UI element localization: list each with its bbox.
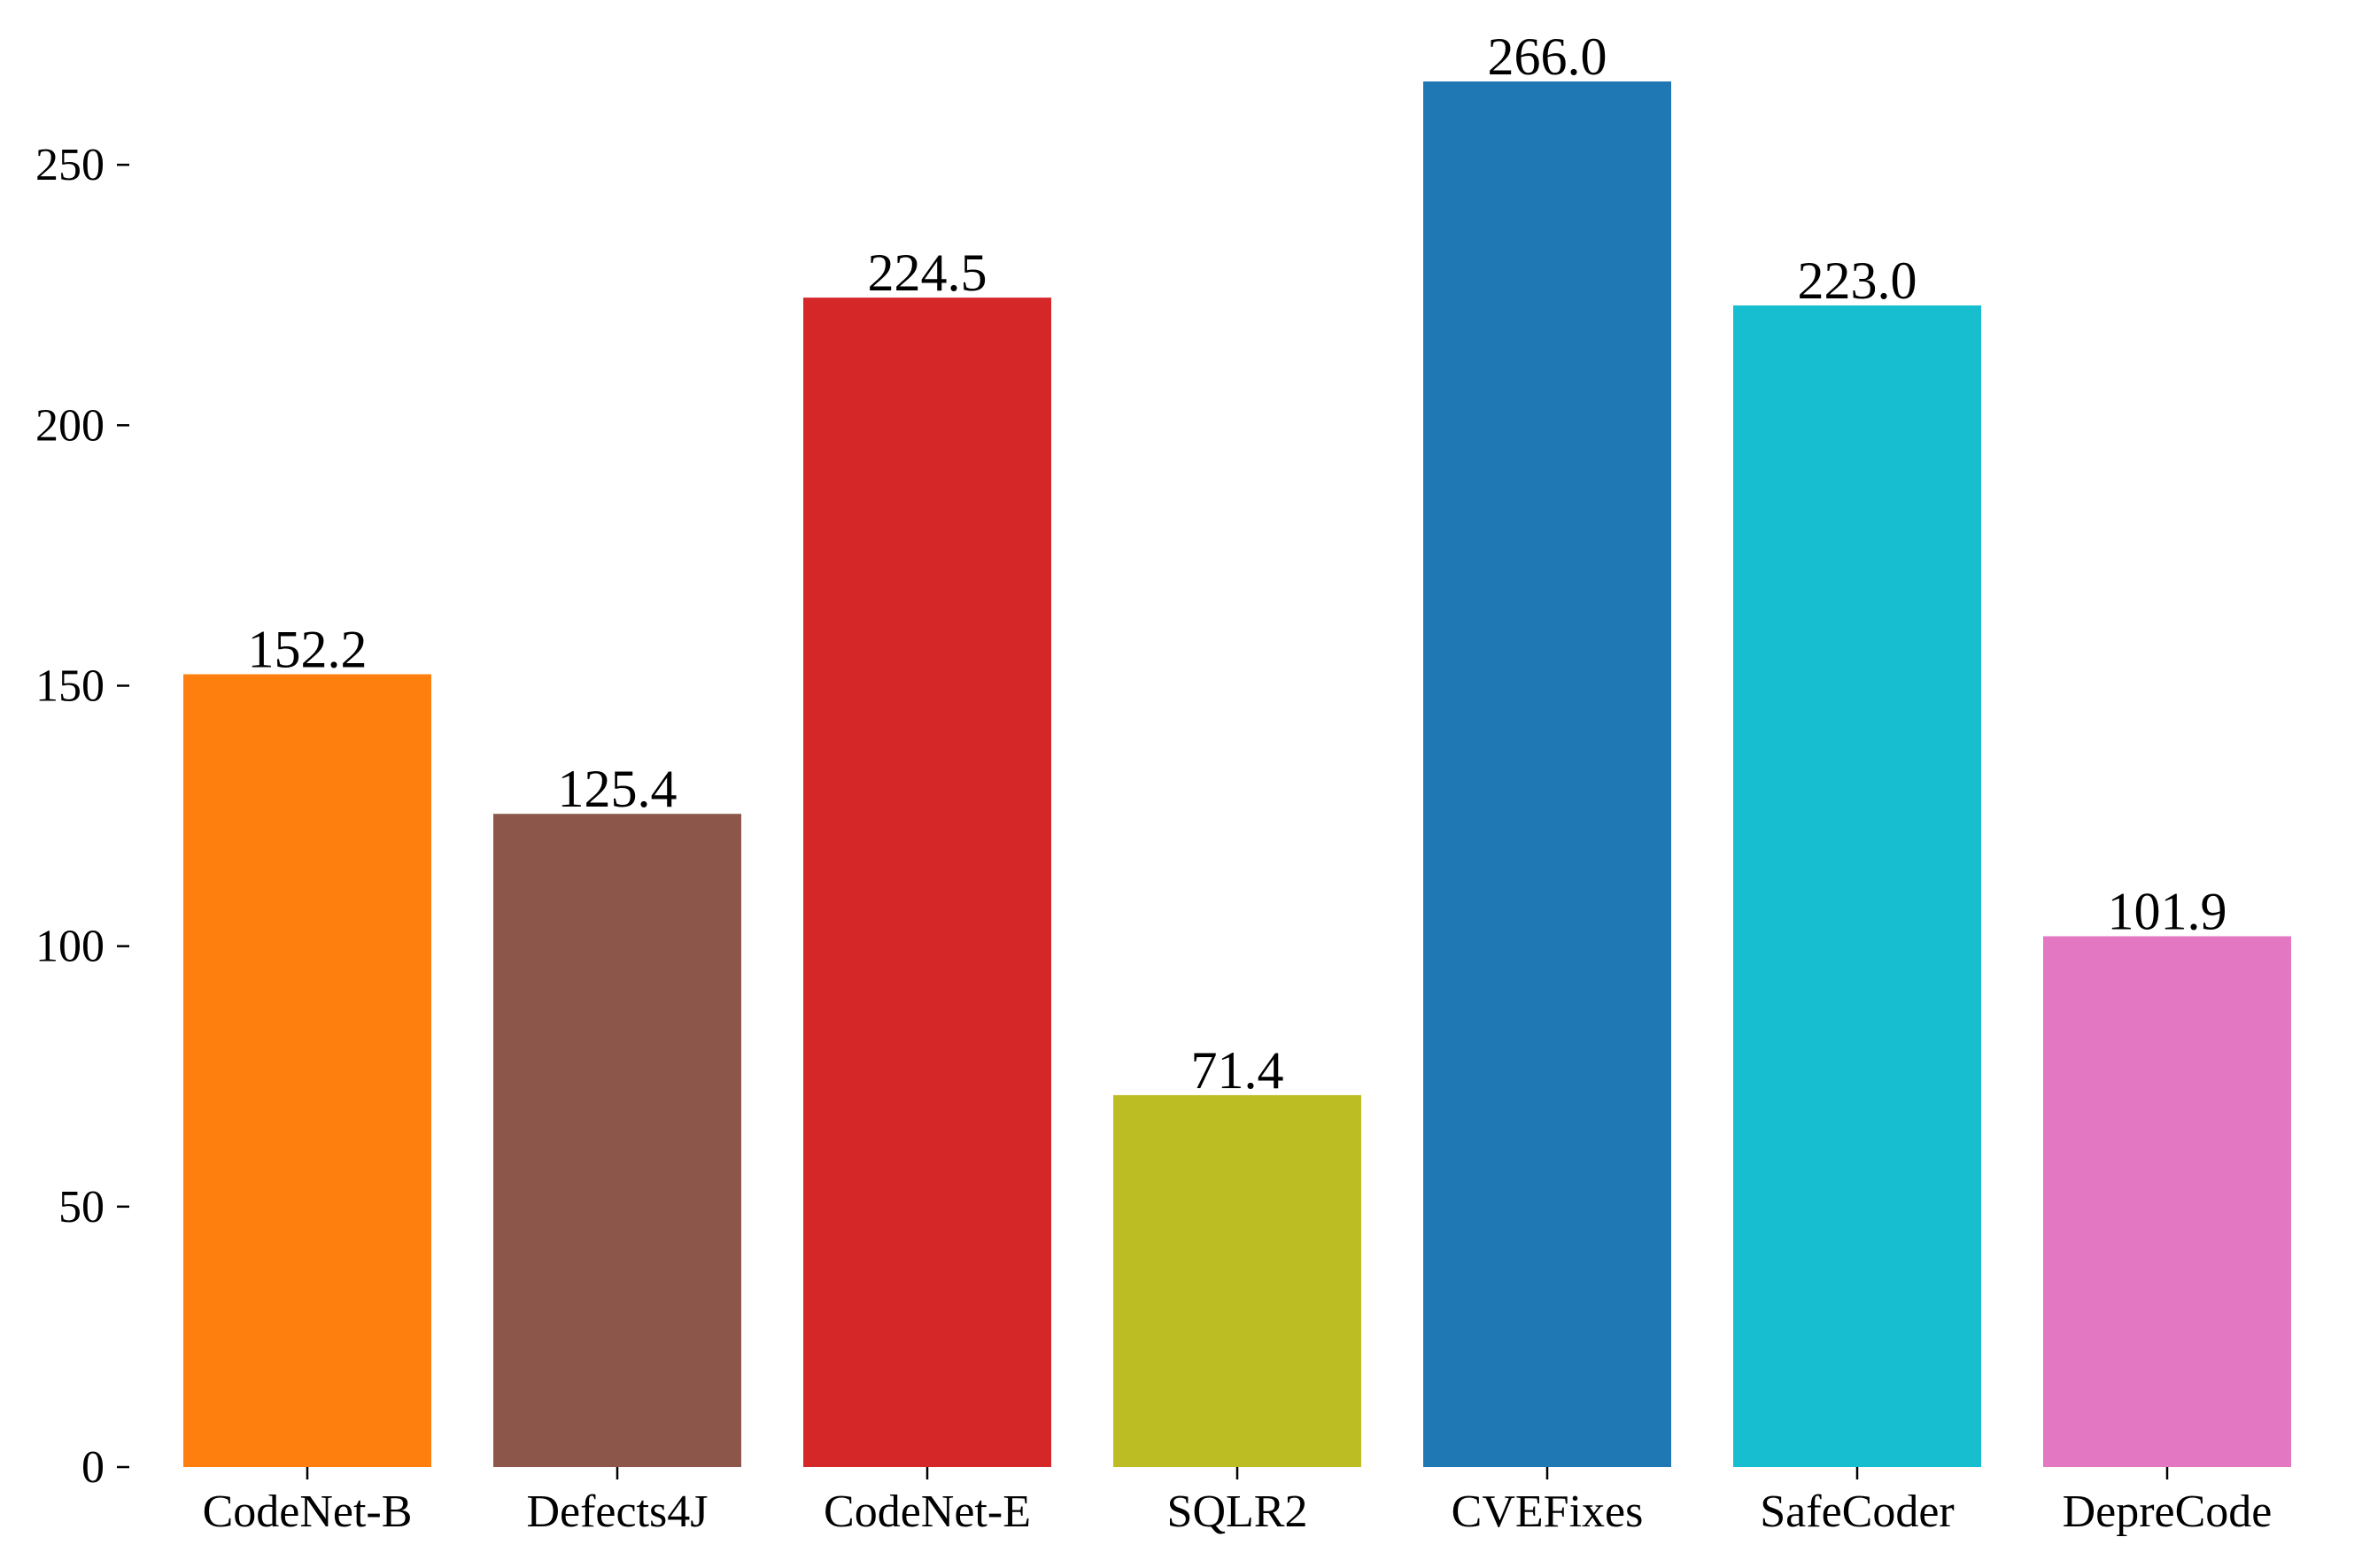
y-axis: 0 50 100 150 200 250 <box>35 140 129 1493</box>
bars <box>183 81 2291 1467</box>
x-tick-label: CVEFixes <box>1452 1487 1644 1537</box>
bar-defects4j <box>493 814 741 1467</box>
y-tick-label: 50 <box>58 1182 105 1232</box>
data-label: 224.5 <box>868 243 987 302</box>
x-tick-label: CodeNet-B <box>203 1487 413 1537</box>
y-tick-label: 250 <box>35 140 105 190</box>
x-tick-label: Defects4J <box>526 1487 708 1537</box>
data-label: 71.4 <box>1191 1041 1284 1100</box>
bar-cvefixes <box>1423 81 1671 1467</box>
data-label: 125.4 <box>558 760 678 818</box>
x-axis: CodeNet-B Defects4J CodeNet-E SQLR2 CVEFixes… <box>203 1467 2273 1537</box>
data-label: 101.9 <box>2108 882 2227 940</box>
data-label: 152.2 <box>248 621 368 679</box>
bar-sqlr2 <box>1113 1094 1361 1467</box>
y-tick-label: 0 <box>81 1442 105 1493</box>
bar-safecoder <box>1733 305 1981 1467</box>
y-tick-label: 200 <box>35 400 105 451</box>
x-tick-label: SQLR2 <box>1167 1487 1308 1537</box>
data-label: 223.0 <box>1798 251 1917 310</box>
bar-codenet-b <box>183 674 431 1467</box>
bar-deprecode <box>2043 936 2291 1467</box>
x-tick-label: DepreCode <box>2063 1487 2273 1537</box>
bar-codenet-e <box>803 297 1051 1467</box>
y-tick-label: 150 <box>35 660 105 711</box>
x-tick-label: SafeCoder <box>1760 1487 1954 1537</box>
data-label: 266.0 <box>1488 27 1607 86</box>
value-labels: 152.2 125.4 224.5 71.4 266.0 223.0 101.9 <box>248 27 2227 1100</box>
x-tick-label: CodeNet-E <box>824 1487 1031 1537</box>
y-tick-label: 100 <box>35 922 105 972</box>
